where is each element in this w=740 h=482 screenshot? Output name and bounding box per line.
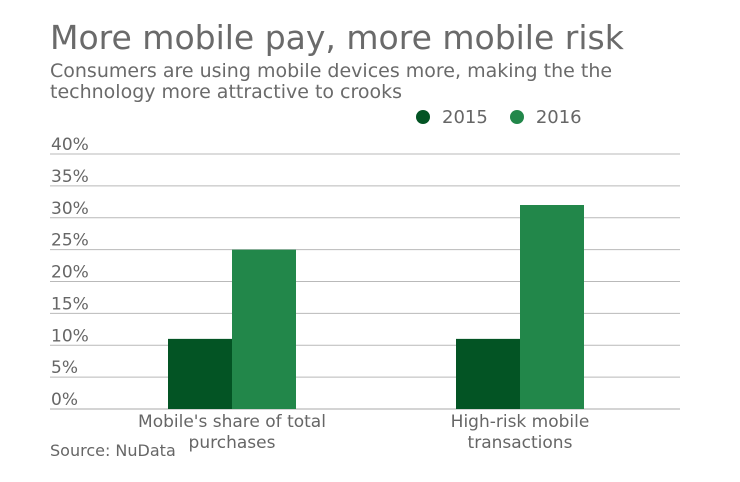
x-tick-label: purchases	[189, 433, 276, 453]
x-tick-label: High-risk mobile	[451, 412, 590, 432]
bar-2016-high-risk	[520, 205, 584, 409]
y-tick-label: 10%	[51, 326, 89, 346]
y-tick-label: 15%	[51, 294, 89, 314]
y-tick-label: 25%	[51, 231, 89, 251]
chart-subtitle: Consumers are using mobile devices more,…	[50, 60, 613, 103]
legend: 2015 2016	[416, 106, 604, 128]
y-tick-label: 20%	[51, 263, 89, 283]
bar-2015-high-risk	[456, 338, 520, 409]
chart-title: More mobile pay, more mobile risk	[50, 18, 624, 57]
y-tick-label: 5%	[51, 358, 78, 378]
bar-2016-mobile-share	[232, 249, 296, 409]
legend-label-2015: 2015	[442, 106, 488, 128]
source-note: Source: NuData	[50, 441, 176, 460]
y-tick-label: 30%	[51, 199, 89, 219]
y-tick-label: 0%	[51, 390, 78, 410]
x-tick-label: transactions	[468, 433, 573, 453]
y-tick-label: 35%	[51, 167, 89, 187]
legend-marker-2015	[416, 110, 430, 124]
legend-item-2016: 2016	[509, 106, 582, 128]
bar-2015-mobile-share	[168, 338, 232, 409]
x-tick-label: Mobile's share of total	[138, 412, 326, 432]
legend-marker-2016	[509, 110, 524, 124]
legend-label-2016: 2016	[535, 106, 582, 128]
y-tick-label: 40%	[51, 135, 89, 155]
legend-item-2015: 2015	[416, 107, 488, 128]
